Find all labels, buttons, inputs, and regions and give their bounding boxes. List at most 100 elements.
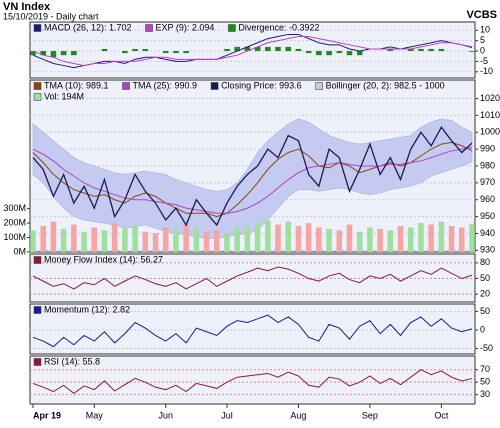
bar bbox=[71, 224, 77, 252]
line-series bbox=[32, 147, 473, 214]
y2-tick-label: 0M bbox=[13, 246, 26, 256]
bar bbox=[265, 46, 271, 52]
bar bbox=[336, 51, 343, 54]
bar bbox=[50, 221, 57, 252]
y-tick-label: 80 bbox=[480, 257, 490, 267]
bar bbox=[91, 227, 98, 252]
bar bbox=[295, 225, 302, 252]
bar bbox=[173, 51, 179, 54]
y-tick-label: 990 bbox=[480, 144, 495, 154]
legend-swatch bbox=[33, 358, 42, 366]
bar bbox=[387, 230, 394, 252]
bar bbox=[438, 48, 445, 52]
y-tick-label: 30 bbox=[480, 389, 490, 399]
bar bbox=[438, 221, 445, 252]
bar bbox=[50, 51, 57, 58]
brand: VCBS bbox=[466, 9, 497, 21]
legend-label: Bollinger (20, 2): 982.5 - 1000 bbox=[326, 80, 445, 90]
bar bbox=[101, 230, 108, 252]
bar bbox=[122, 228, 128, 252]
y-tick-label: 1010 bbox=[480, 110, 500, 120]
bar bbox=[142, 48, 149, 52]
bar bbox=[285, 46, 292, 52]
x-tick-label: Sep bbox=[362, 410, 378, 420]
legend-label: RSI (14): 55.8 bbox=[44, 356, 100, 366]
line-series bbox=[32, 141, 473, 218]
legend-swatch bbox=[33, 306, 42, 314]
bar bbox=[275, 46, 281, 52]
legend-label: TMA (25): 990.9 bbox=[133, 80, 198, 90]
line-series bbox=[32, 36, 473, 67]
bar bbox=[418, 223, 424, 252]
y-tick-label: 50 bbox=[480, 377, 490, 387]
y-tick-label: -5 bbox=[480, 56, 488, 66]
legend-swatch bbox=[122, 82, 130, 90]
bar bbox=[101, 48, 108, 52]
legend-label: Divergence: -0.3922 bbox=[238, 22, 319, 32]
y-tick-label: 5 bbox=[480, 35, 485, 45]
legend-label: Money Flow Index (14): 56.27 bbox=[44, 254, 163, 264]
x-tick-label: Apr 19 bbox=[33, 410, 61, 420]
bar bbox=[275, 224, 281, 252]
bar bbox=[356, 231, 363, 252]
bar bbox=[132, 225, 138, 252]
bar bbox=[203, 231, 210, 252]
bar bbox=[418, 48, 424, 52]
line-series bbox=[32, 314, 473, 348]
bar bbox=[81, 231, 87, 252]
legend-swatch bbox=[33, 24, 42, 32]
bar bbox=[316, 227, 322, 252]
bar bbox=[122, 51, 128, 54]
bar bbox=[387, 48, 394, 52]
y-tick-label: 950 bbox=[480, 211, 495, 221]
bar bbox=[162, 51, 169, 54]
bar bbox=[142, 231, 149, 252]
bar bbox=[224, 48, 230, 52]
bar bbox=[132, 48, 138, 52]
y-tick-label: 960 bbox=[480, 194, 495, 204]
legend-swatch bbox=[33, 82, 42, 90]
line-series bbox=[32, 126, 473, 227]
bar bbox=[295, 48, 302, 52]
y-tick-label: 930 bbox=[480, 245, 495, 255]
bar bbox=[469, 223, 475, 252]
bar bbox=[234, 46, 240, 52]
bar bbox=[30, 230, 36, 252]
legend-label: Closing Price: 993.6 bbox=[221, 80, 302, 90]
bar bbox=[254, 223, 261, 252]
line-series bbox=[32, 266, 473, 290]
y2-tick-label: 100M bbox=[3, 232, 26, 242]
bar bbox=[183, 224, 189, 252]
bar bbox=[30, 51, 36, 56]
bar bbox=[40, 51, 46, 56]
bar bbox=[407, 48, 414, 52]
bar bbox=[193, 228, 200, 252]
y-tick-label: -10 bbox=[480, 66, 493, 76]
bar bbox=[213, 230, 220, 252]
bar bbox=[254, 46, 261, 52]
y2-tick-label: 200M bbox=[3, 217, 26, 227]
bar bbox=[428, 48, 434, 52]
legend-label: Momentum (12): 2.82 bbox=[44, 304, 130, 314]
x-tick-label: Oct bbox=[434, 410, 449, 420]
bar bbox=[459, 227, 465, 252]
y2-tick-label: 300M bbox=[3, 203, 26, 213]
panel-background bbox=[29, 355, 476, 405]
chart-subtitle: 15/10/2019 - Daily chart bbox=[3, 11, 99, 21]
bar bbox=[71, 51, 77, 56]
bar bbox=[244, 225, 251, 252]
legend-swatch bbox=[33, 256, 42, 264]
bar bbox=[428, 224, 434, 252]
bar bbox=[60, 228, 67, 252]
chart-title: VN Index bbox=[3, 1, 51, 13]
x-tick-label: Aug bbox=[290, 410, 306, 420]
bar bbox=[469, 51, 475, 52]
legend-swatch bbox=[315, 82, 323, 90]
x-tick-label: Jun bbox=[158, 410, 173, 420]
legend-label: MACD (26, 12): 1.702 bbox=[44, 22, 132, 32]
bar bbox=[173, 230, 179, 252]
bar bbox=[60, 51, 67, 56]
y-tick-label: 940 bbox=[480, 228, 495, 238]
bar bbox=[111, 223, 118, 252]
